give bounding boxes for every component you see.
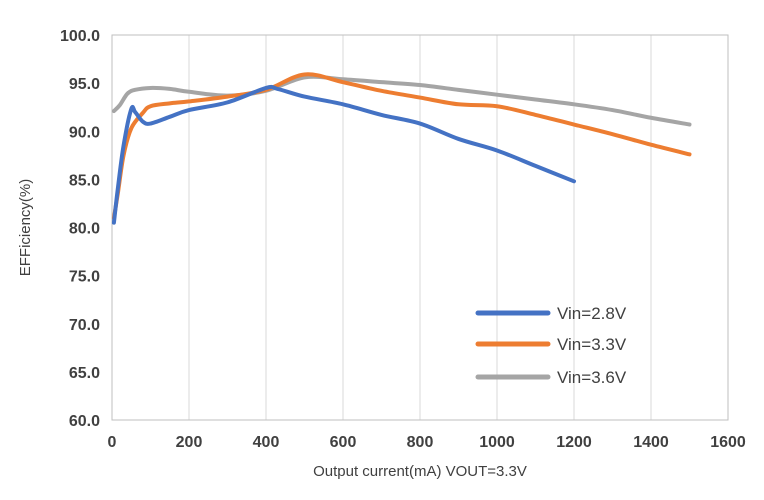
y-tick-label-6: 90.0: [69, 124, 100, 141]
x-tick-label-3: 600: [330, 434, 357, 451]
legend: Vin=2.8V Vin=3.3V Vin=3.6V: [475, 304, 627, 387]
series-line-0: [111, 84, 576, 225]
x-tick-label-1: 200: [176, 434, 203, 451]
legend-label-1: Vin=3.3V: [557, 335, 627, 354]
x-tick-label-0: 0: [108, 434, 117, 451]
plot-border: [111, 34, 729, 421]
x-tick-label-8: 1600: [710, 434, 746, 451]
x-tick-label-6: 1200: [556, 434, 592, 451]
y-tick-label-4: 80.0: [69, 221, 100, 238]
y-tick-label-2: 70.0: [69, 317, 100, 334]
legend-label-0: Vin=2.8V: [557, 304, 627, 323]
x-tick-label-2: 400: [253, 434, 280, 451]
x-axis-tick-labels: 0 200 400 600 800 1000 1200 1400 1600: [108, 434, 746, 451]
x-axis-title: Output current(mA) VOUT=3.3V: [313, 463, 527, 480]
y-tick-label-5: 85.0: [69, 172, 100, 189]
y-tick-label-1: 65.0: [69, 365, 100, 382]
x-tick-label-4: 800: [407, 434, 434, 451]
x-tick-label-5: 1000: [479, 434, 515, 451]
y-tick-label-3: 75.0: [69, 269, 100, 286]
x-tick-label-7: 1400: [633, 434, 669, 451]
y-tick-label-8: 100.0: [60, 28, 100, 45]
y-axis-title: EFFiciency(%): [17, 179, 34, 277]
y-tick-label-7: 95.0: [69, 76, 100, 93]
y-tick-label-0: 60.0: [69, 413, 100, 430]
series-lines: [111, 72, 692, 225]
series-line-1: [111, 72, 692, 220]
y-axis-tick-labels: 60.0 65.0 70.0 75.0 80.0 85.0 90.0 95.0 100.0: [60, 28, 100, 430]
legend-label-2: Vin=3.6V: [557, 368, 627, 387]
